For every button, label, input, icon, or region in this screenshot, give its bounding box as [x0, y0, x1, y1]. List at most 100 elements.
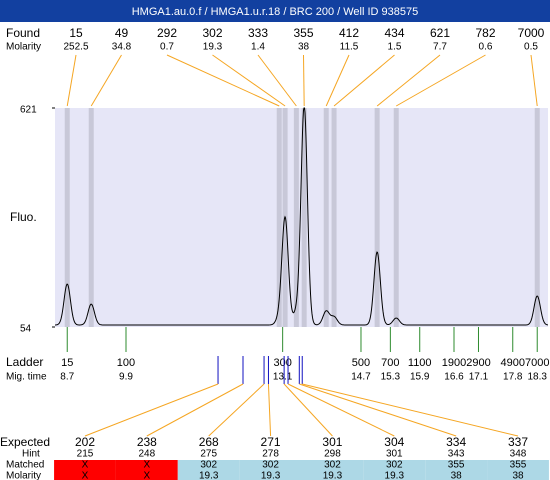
found-molarity: 11.5	[340, 42, 359, 53]
hint: 348	[510, 449, 527, 460]
peak-band	[64, 108, 70, 327]
matched: 302	[324, 460, 341, 471]
found-size: 333	[248, 26, 268, 40]
ladder-mig-time: 17.8	[503, 372, 523, 383]
ladder-size: 500	[352, 357, 370, 369]
matched-cell	[425, 460, 488, 480]
ladder-size: 1900	[442, 357, 466, 369]
hint: 275	[200, 449, 217, 460]
expected-molarity: 19.3	[385, 471, 405, 480]
matched-cell	[54, 460, 116, 480]
trace	[54, 107, 549, 326]
found-molarity: 1.5	[388, 42, 402, 53]
found-molarity: 1.4	[251, 42, 265, 53]
peak-band	[88, 108, 94, 327]
ladder-size: 2900	[466, 357, 490, 369]
expected-molarity: 38	[512, 471, 524, 480]
expected-size: 301	[322, 435, 342, 449]
expected-connector	[283, 383, 333, 437]
ladder-mig-time: 14.7	[351, 372, 371, 383]
found-molarity: 0.6	[479, 42, 493, 53]
expected-molarity: 38	[451, 471, 463, 480]
ladder-size: 1100	[408, 357, 432, 369]
matched-label: Matched	[6, 460, 44, 471]
title-bar	[0, 0, 550, 22]
found-size: 621	[430, 26, 450, 40]
found-size: 355	[293, 26, 313, 40]
found-molarity: 252.5	[63, 42, 88, 53]
found-connector	[212, 54, 286, 107]
ladder-size: 4900	[501, 357, 525, 369]
found-size: 7000	[518, 26, 545, 40]
peak-band	[534, 108, 540, 327]
mig-time-label: Mig. time	[6, 372, 47, 383]
matched: 302	[386, 460, 403, 471]
found-size: 292	[157, 26, 177, 40]
matched-cell	[239, 460, 302, 480]
matched: 355	[448, 460, 465, 471]
matched-cell	[301, 460, 364, 480]
expected-size: 202	[75, 435, 95, 449]
matched-cell	[115, 460, 178, 480]
ladder-mig-time: 16.6	[444, 372, 464, 383]
ladder-mig-time: 8.7	[60, 372, 74, 383]
expected-molarity: 19.3	[261, 471, 281, 480]
title: HMGA1.au.0.f / HMGA1.u.r.18 / BRC 200 / …	[132, 6, 419, 18]
found-connector	[90, 54, 122, 107]
matched-cell	[487, 460, 549, 480]
hint: 278	[262, 449, 279, 460]
y-tick-label: 54	[20, 324, 32, 335]
hint: 301	[386, 449, 403, 460]
found-molarity: 19.3	[203, 42, 223, 53]
expected-size: 334	[446, 435, 466, 449]
expected-size: 238	[137, 435, 157, 449]
hint: 248	[139, 449, 156, 460]
peak-band	[331, 108, 337, 327]
found-connector	[303, 54, 305, 107]
found-connector	[257, 54, 297, 107]
hint: 298	[324, 449, 341, 460]
matched: 355	[510, 460, 527, 471]
expected-connector	[287, 383, 395, 437]
expected-size: 337	[508, 435, 528, 449]
ladder-mig-time: 15.9	[410, 372, 430, 383]
matched: X	[144, 460, 151, 471]
found-molarity: 0.7	[160, 42, 174, 53]
y-tick-label: 621	[20, 105, 37, 116]
hint-label: Hint	[22, 449, 40, 460]
peak-band	[323, 108, 329, 327]
found-size: 15	[69, 26, 83, 40]
found-connector	[530, 54, 538, 107]
ladder-size: 100	[117, 357, 135, 369]
expected-connector	[302, 383, 519, 437]
expected-connector	[208, 383, 265, 437]
found-connector	[166, 54, 280, 107]
expected-connector	[299, 383, 457, 437]
expected-molarity: 19.3	[199, 471, 219, 480]
expected-molarity: 19.3	[323, 471, 343, 480]
found-connector	[333, 54, 395, 107]
matched-cell	[177, 460, 240, 480]
found-size: 302	[202, 26, 222, 40]
found-molarity: 34.8	[112, 42, 132, 53]
found-molarity: 38	[298, 42, 310, 53]
y-axis-label: Fluo.	[10, 210, 37, 224]
ladder-size: 7000	[525, 357, 549, 369]
expected-connector	[84, 383, 219, 437]
ladder-size: 300	[273, 357, 291, 369]
expected-size: 271	[261, 435, 281, 449]
found-size: 49	[115, 26, 129, 40]
found-connector	[376, 54, 441, 107]
ladder-mig-time: 18.3	[527, 372, 547, 383]
hint: 343	[448, 449, 465, 460]
found-molarity-label: Molarity	[6, 42, 41, 53]
ladder-label: Ladder	[6, 355, 43, 369]
ladder-mig-time: 15.3	[381, 372, 401, 383]
found-connector	[66, 54, 77, 107]
expected-molarity: X	[144, 471, 151, 480]
peak-band	[393, 108, 399, 327]
ladder-size: 15	[61, 357, 73, 369]
ladder-size: 700	[381, 357, 399, 369]
found-size: 782	[475, 26, 495, 40]
